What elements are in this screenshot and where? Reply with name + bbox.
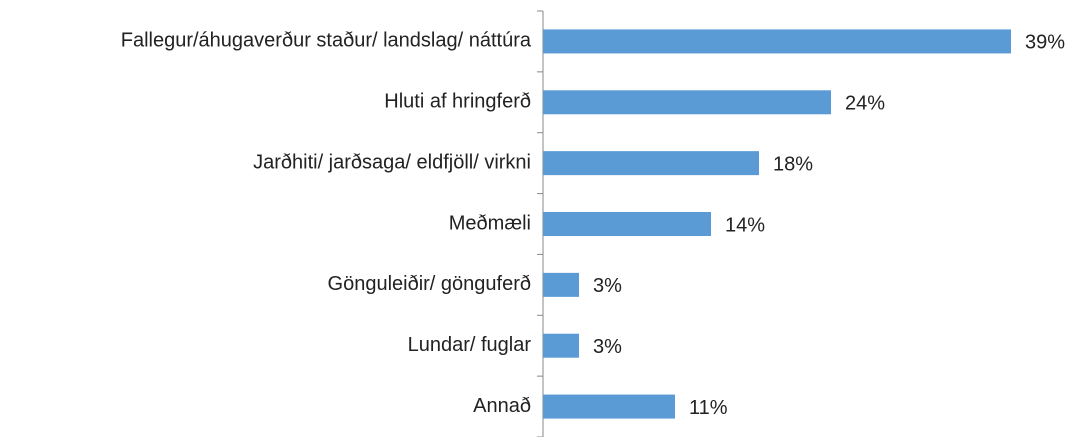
category-label: Jarðhiti/ jarðsaga/ eldfjöll/ virkni	[253, 151, 531, 173]
category-label: Annað	[473, 395, 531, 417]
bar	[543, 90, 831, 115]
bar	[543, 29, 1011, 54]
category-label: Lundar/ fuglar	[408, 334, 532, 356]
category-label: Meðmæli	[449, 212, 531, 234]
value-label: 11%	[689, 397, 728, 419]
value-label: 3%	[593, 275, 622, 297]
category-label: Fallegur/áhugaverður staður/ landslag/ n…	[121, 30, 532, 52]
value-label: 24%	[845, 93, 885, 115]
bar	[543, 272, 579, 297]
bar	[543, 151, 759, 176]
category-label: Gönguleiðir/ gönguferð	[328, 273, 531, 295]
bar	[543, 394, 675, 419]
value-label: 3%	[593, 336, 622, 358]
bar	[543, 212, 711, 236]
value-label: 39%	[1025, 32, 1065, 54]
value-label: 14%	[725, 214, 765, 236]
value-label: 18%	[773, 153, 813, 175]
category-label: Hluti af hringferð	[384, 91, 531, 113]
bar	[543, 333, 579, 358]
